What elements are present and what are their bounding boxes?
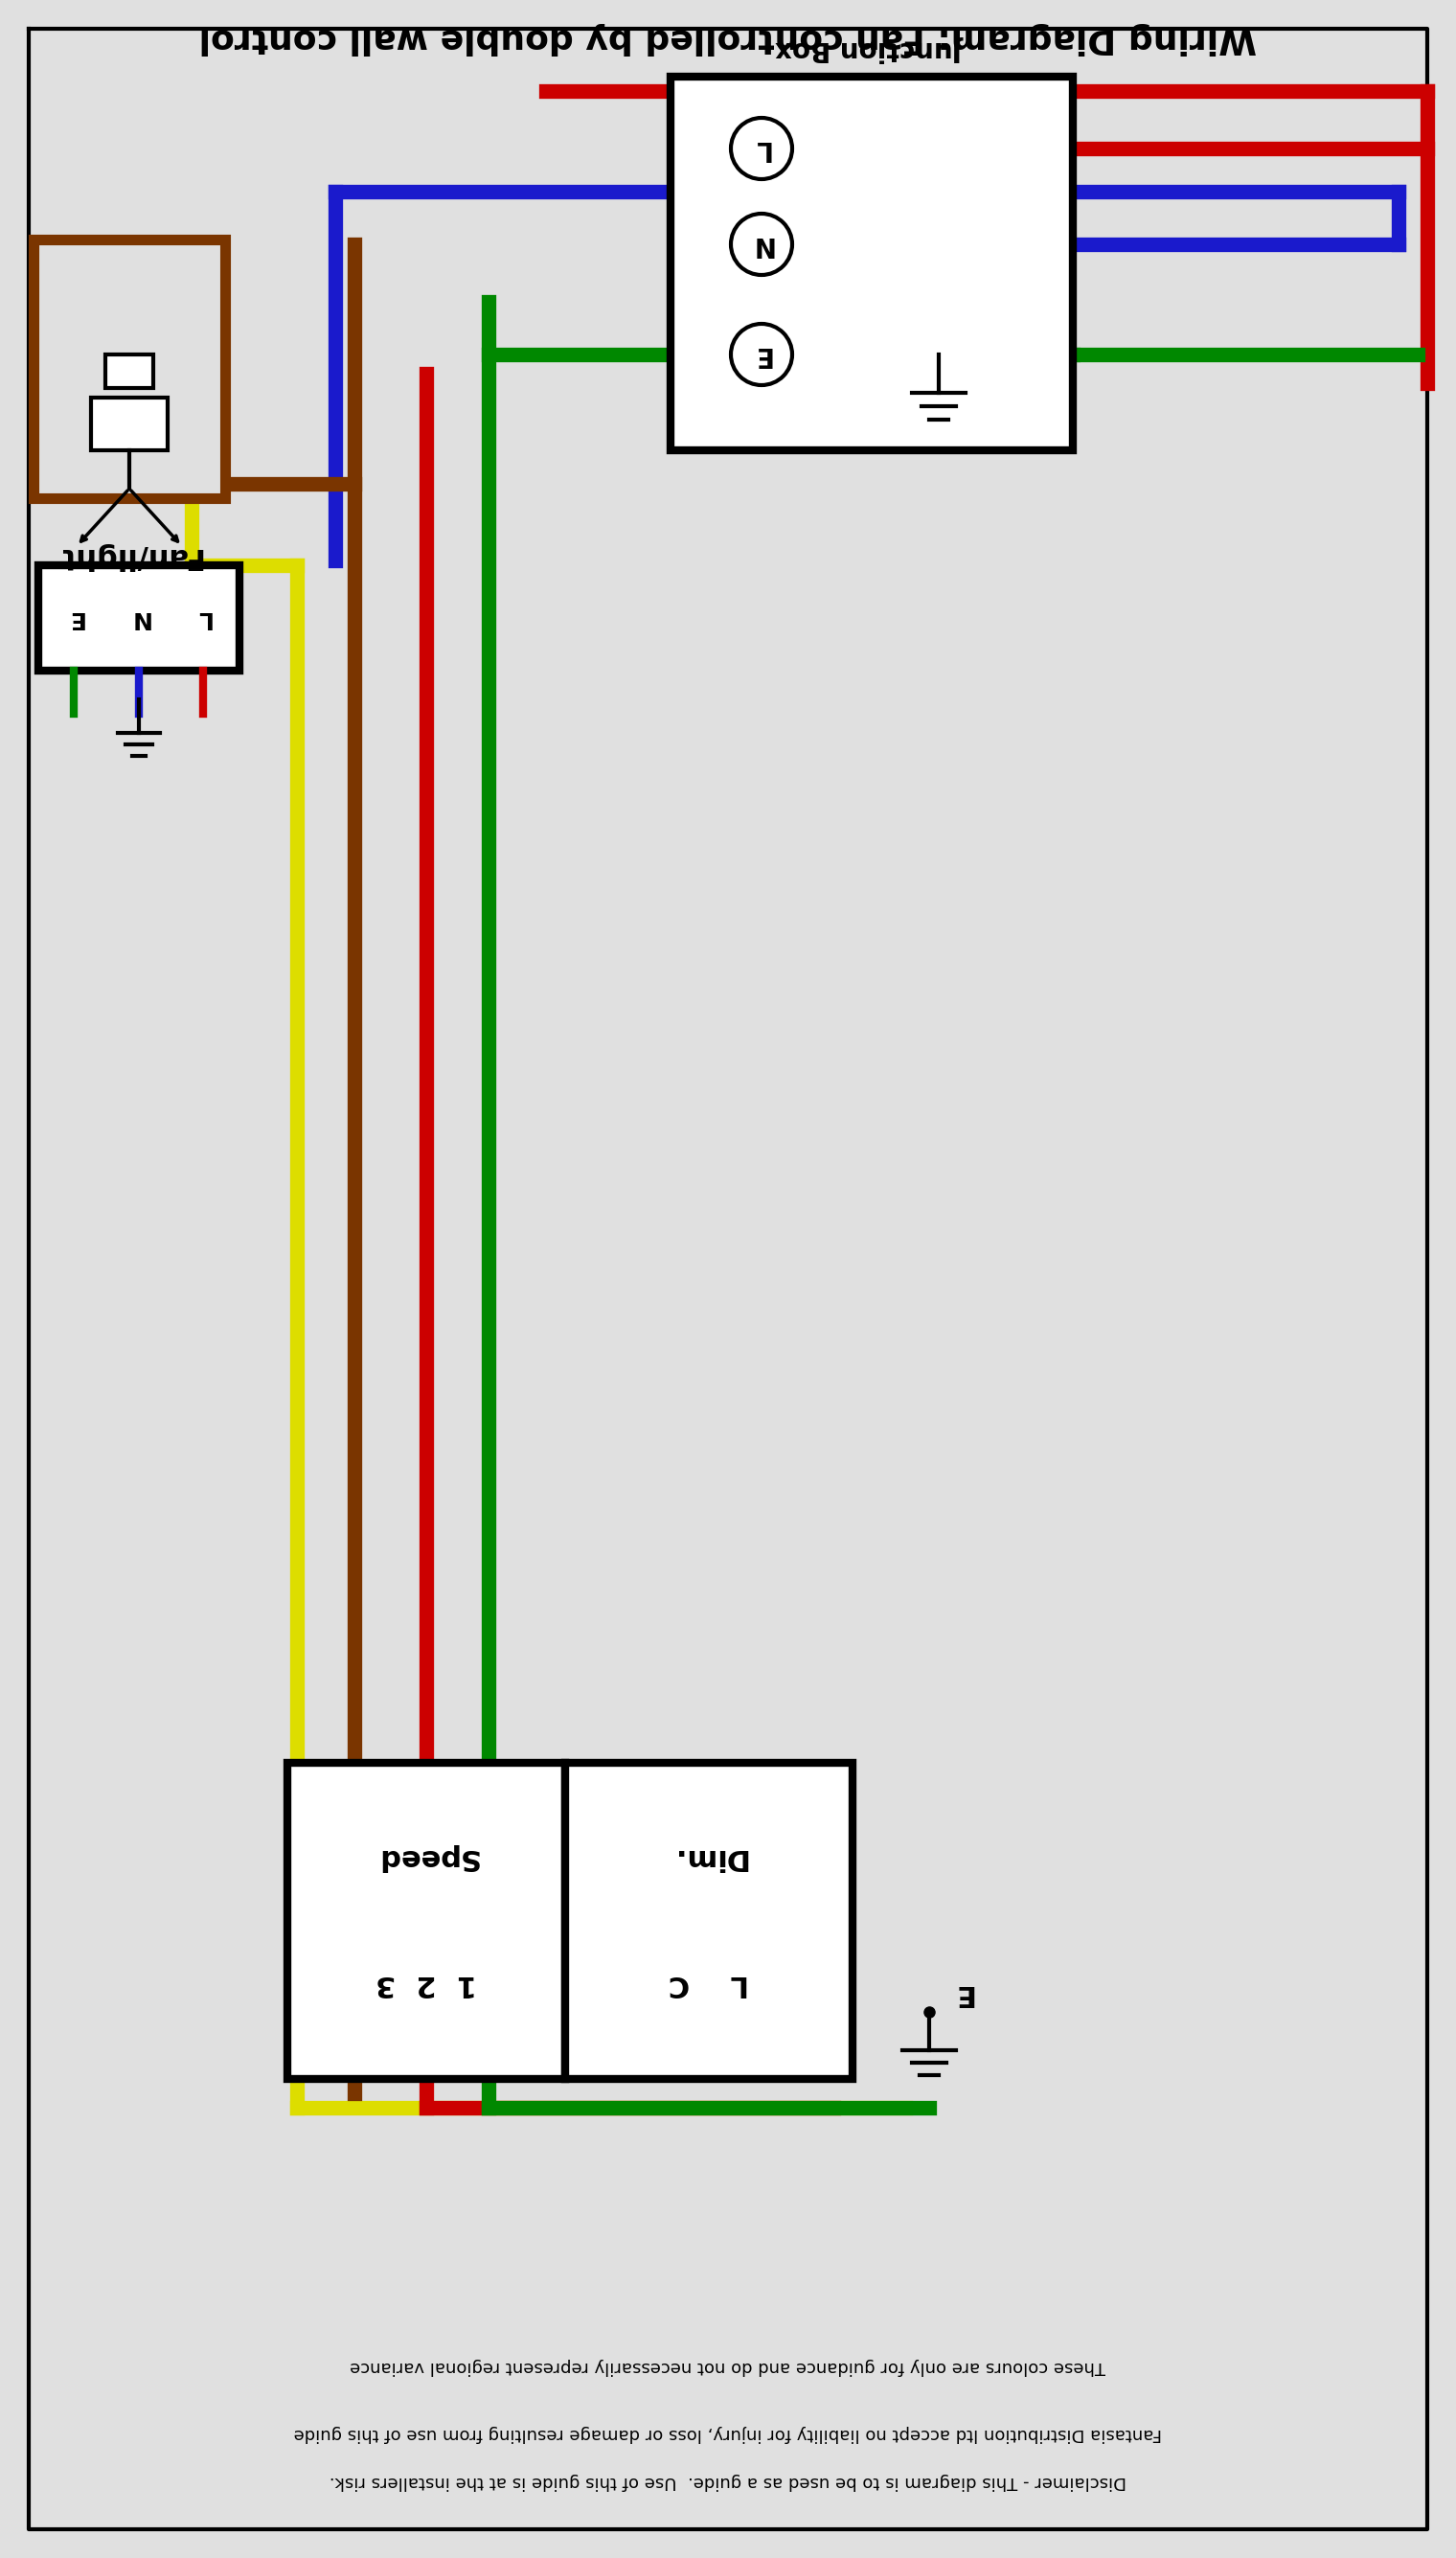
Text: L: L xyxy=(753,136,770,161)
Text: Fantasia Distribution ltd accept no liability for injury, loss or damage resulti: Fantasia Distribution ltd accept no liab… xyxy=(294,2425,1162,2443)
Bar xyxy=(33,240,226,499)
Text: L: L xyxy=(195,606,211,629)
Text: N: N xyxy=(130,606,149,629)
Text: E: E xyxy=(67,606,83,629)
Text: Speed: Speed xyxy=(376,1844,478,1872)
Text: Fan/light: Fan/light xyxy=(57,542,202,570)
Text: N: N xyxy=(750,230,773,258)
Text: Dim.: Dim. xyxy=(671,1844,747,1872)
Bar xyxy=(287,1762,565,2080)
Text: Junction Box: Junction Box xyxy=(778,36,965,61)
Circle shape xyxy=(731,118,792,179)
Text: E: E xyxy=(753,340,770,368)
Text: L    C: L C xyxy=(668,1970,750,1998)
Bar xyxy=(565,1762,853,2080)
Circle shape xyxy=(731,325,792,386)
Bar xyxy=(671,77,1073,450)
Bar xyxy=(38,565,239,670)
Text: 1  2  3: 1 2 3 xyxy=(376,1970,478,1998)
Text: Disclaimer - This diagram is to be used as a guide.  Use of this guide is at the: Disclaimer - This diagram is to be used … xyxy=(329,2474,1127,2489)
Text: These colours are only for guidance and do not necessarily represent regional va: These colours are only for guidance and … xyxy=(351,2358,1105,2374)
Bar xyxy=(90,396,167,450)
Text: Wiring Diagram: Fan controlled by double wall control: Wiring Diagram: Fan controlled by double… xyxy=(199,23,1257,54)
Circle shape xyxy=(731,215,792,274)
Text: E: E xyxy=(952,1980,973,2005)
Bar xyxy=(105,356,153,389)
